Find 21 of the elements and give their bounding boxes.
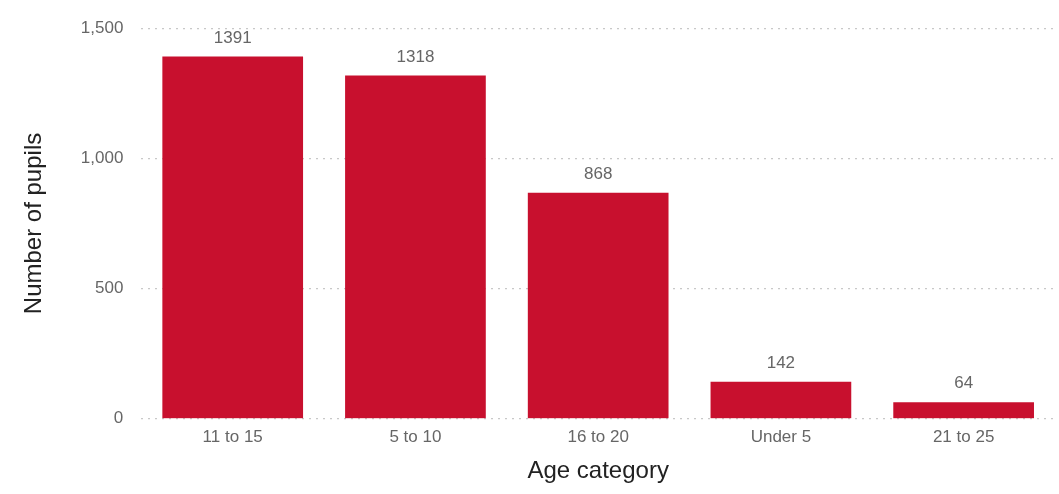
x-axis-title: Age category — [527, 456, 669, 484]
data-label: 1318 — [396, 46, 435, 66]
x-tick-label: 5 to 10 — [389, 426, 442, 446]
bar — [710, 381, 852, 419]
data-label: 868 — [583, 163, 613, 183]
data-label: 64 — [954, 373, 974, 393]
y-tick-label: 1,000 — [80, 148, 124, 168]
bar — [893, 402, 1034, 419]
y-tick-label: 1,500 — [80, 17, 124, 37]
data-label: 142 — [766, 353, 796, 373]
x-tick-label: 11 to 15 — [202, 426, 263, 446]
x-tick-label: 16 to 20 — [567, 426, 629, 446]
x-tick-label: 21 to 25 — [932, 426, 995, 446]
bar — [527, 192, 669, 419]
bar — [162, 56, 304, 419]
data-label: 1391 — [213, 27, 252, 47]
y-axis-title: Number of pupils — [19, 132, 47, 315]
bar — [345, 75, 486, 419]
y-tick-label: 500 — [94, 278, 124, 298]
y-tick-label: 0 — [113, 408, 124, 428]
x-tick-label: Under 5 — [750, 426, 812, 446]
